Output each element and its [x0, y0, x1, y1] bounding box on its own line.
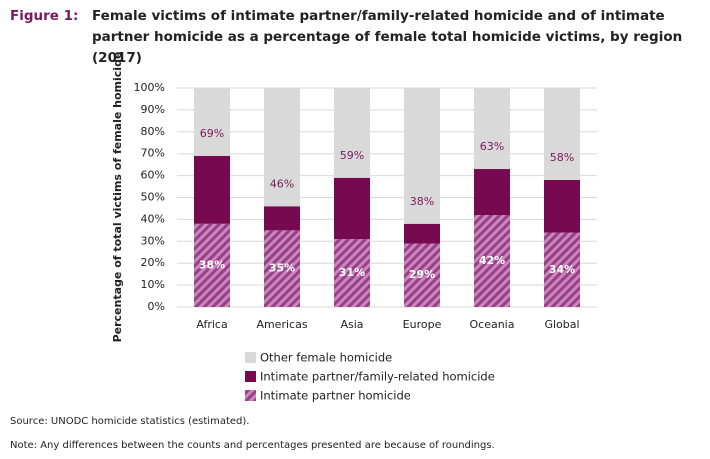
total-label: 63% [480, 140, 504, 153]
source: Source: UNODC homicide statistics (estim… [10, 416, 250, 427]
figure-label: Figure 1: [10, 8, 79, 24]
total-label: 38% [410, 195, 434, 208]
figure-title: Female victims of intimate partner/famil… [92, 8, 683, 66]
legend-swatch [245, 390, 256, 401]
bar-segment [194, 223, 230, 307]
y-tick-label: 80% [141, 125, 165, 138]
x-tick-label: Americas [256, 318, 307, 331]
bar-segment [474, 88, 510, 170]
x-tick-label: Europe [403, 318, 442, 331]
bar-segment [474, 169, 510, 216]
total-label: 58% [550, 151, 574, 164]
bar-segment [544, 232, 580, 307]
y-tick-label: 60% [141, 169, 165, 182]
legend-label: Other female homicide [260, 351, 392, 365]
y-tick-label: 0% [148, 300, 165, 313]
header: Figure 1: Female victims of intimate par… [10, 6, 700, 69]
value-label: 34% [549, 263, 575, 276]
y-tick-label: 100% [134, 81, 165, 94]
value-label: 42% [479, 254, 505, 267]
bar-segment [404, 223, 440, 244]
bar-segment [334, 88, 370, 178]
legend-label: Intimate partner/family-related homicide [260, 370, 495, 384]
total-label: 59% [340, 149, 364, 162]
y-tick-label: 70% [141, 147, 165, 160]
bar-segment [544, 179, 580, 233]
y-tick-label: 50% [141, 191, 165, 204]
y-tick-label: 30% [141, 234, 165, 247]
bar-segment [404, 243, 440, 307]
bar-segment [194, 88, 230, 156]
bar-segment [474, 215, 510, 307]
y-tick-label: 20% [141, 256, 165, 269]
value-label: 38% [199, 258, 225, 271]
y-tick-label: 10% [141, 278, 165, 291]
bar-segment [264, 206, 300, 231]
value-label: 29% [409, 268, 435, 281]
y-axis-label: Percentage of total victims of female ho… [111, 52, 124, 343]
bar-segment [544, 88, 580, 180]
bar-segment [264, 230, 300, 307]
legend-label: Intimate partner homicide [260, 389, 411, 403]
y-tick-label: 40% [141, 212, 165, 225]
x-tick-label: Asia [340, 318, 363, 331]
legend-swatch [245, 352, 256, 363]
bar-segment [404, 88, 440, 224]
bar-segment [194, 155, 230, 224]
x-tick-label: Global [544, 318, 579, 331]
y-tick-label: 90% [141, 103, 165, 116]
bar-segment [334, 177, 370, 240]
note: Note: Any differences between the counts… [10, 440, 495, 451]
legend-swatch [245, 371, 256, 382]
value-label: 35% [269, 262, 295, 275]
bar-segment [264, 88, 300, 207]
value-label: 31% [339, 266, 365, 279]
bar-segment [334, 239, 370, 307]
x-tick-label: Africa [196, 318, 227, 331]
x-tick-label: Oceania [470, 318, 515, 331]
total-label: 69% [200, 127, 224, 140]
total-label: 46% [270, 177, 294, 190]
